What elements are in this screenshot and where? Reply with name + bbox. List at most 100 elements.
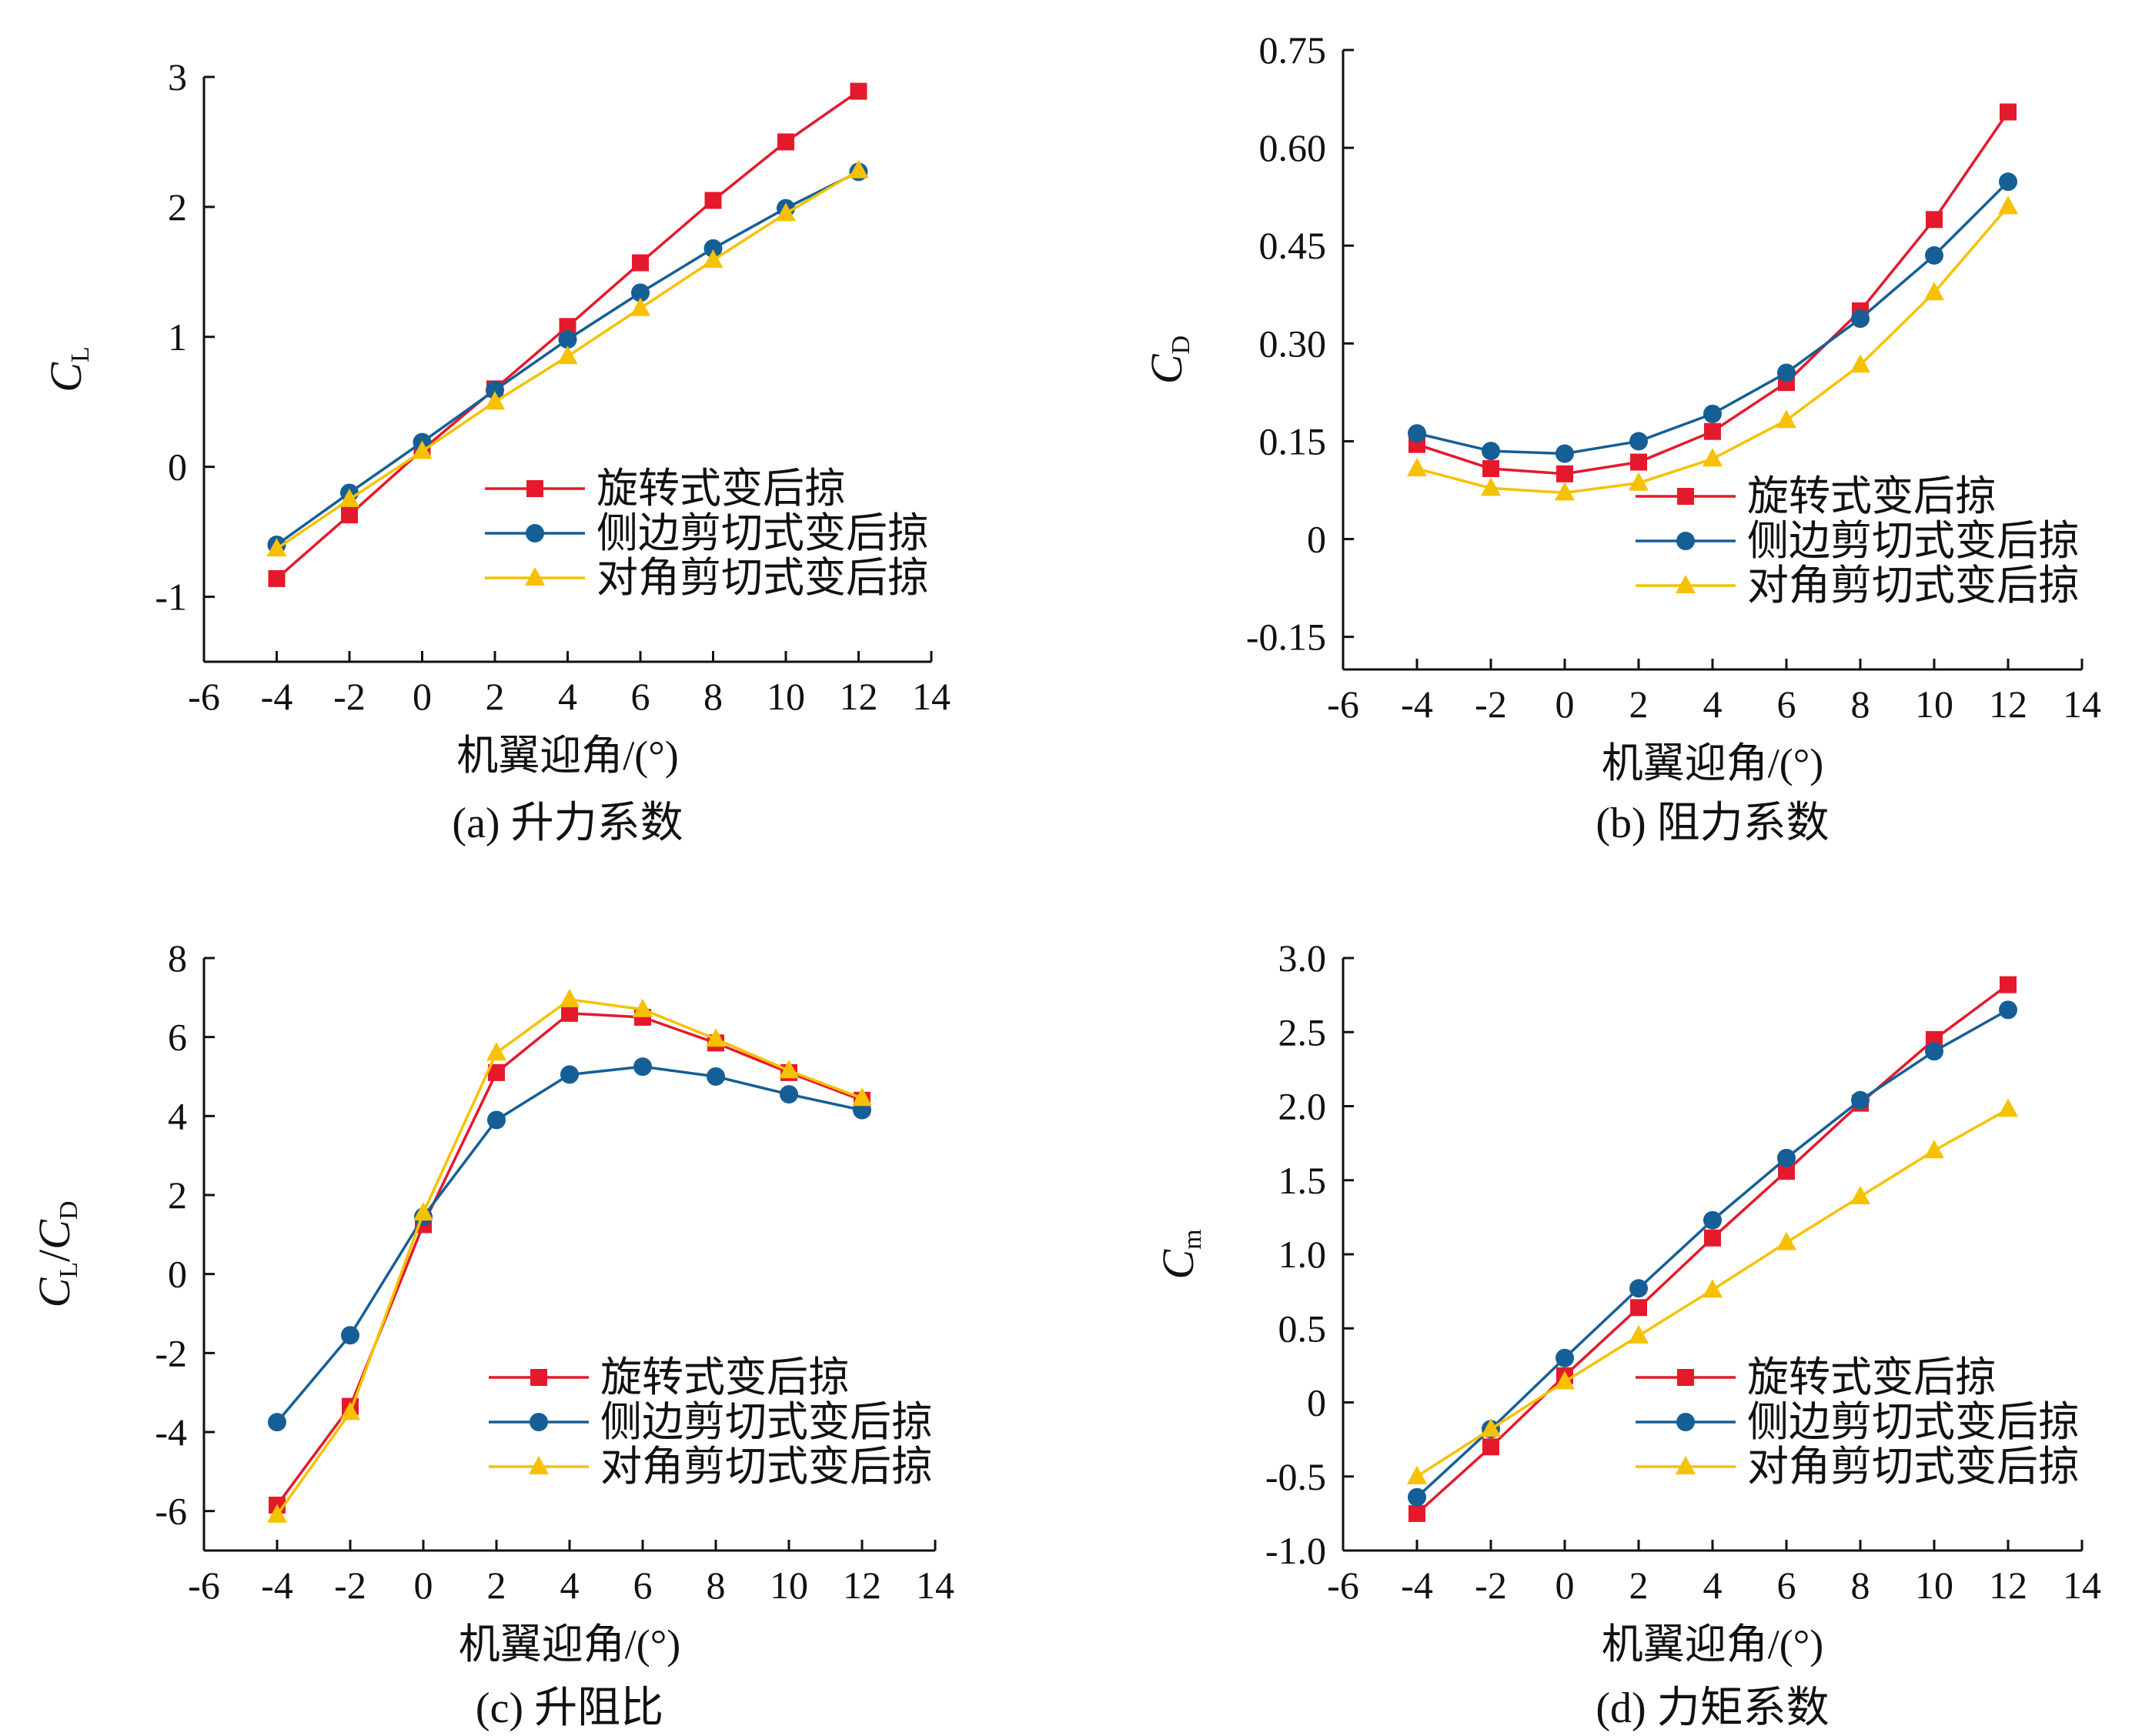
data-point-series-2 <box>1925 1042 1943 1061</box>
y-tick-label: 0 <box>168 446 187 489</box>
data-point-series-2 <box>1777 363 1796 382</box>
x-tick-label: 0 <box>1556 1564 1575 1607</box>
data-point-series-2 <box>780 1085 798 1104</box>
x-tick-label: -2 <box>334 1564 366 1607</box>
y-tick-label: 4 <box>168 1094 187 1137</box>
chart-caption: (c) 升阻比 <box>476 1684 663 1732</box>
legend-marker <box>1676 1413 1695 1431</box>
x-tick-label: 10 <box>767 675 805 718</box>
data-point-series-3 <box>1629 472 1649 491</box>
legend-label: 旋转式变后掠 <box>1747 1354 1997 1400</box>
y-tick-label: -0.15 <box>1246 616 1326 659</box>
data-point-series-3 <box>630 297 650 316</box>
y-tick-label: 0.45 <box>1259 224 1327 267</box>
chart-panel-d: -6 -4 -2 0 2 4 6 8 10 12 14 -1.0 -0.5 0 0.5 1.0 1.5 2.0 2.… <box>1153 936 2101 1732</box>
x-axis-label: 机翼迎角/(°) <box>456 733 679 779</box>
legend-marker <box>530 1413 548 1431</box>
data-point-series-3 <box>1850 354 1870 373</box>
legend-marker <box>1676 532 1695 550</box>
y-tick-label: -1 <box>155 576 187 619</box>
data-point-series-2 <box>1999 172 2017 192</box>
data-point-series-2 <box>1482 442 1500 461</box>
data-point-series-1 <box>632 254 649 272</box>
legend-marker <box>1676 1456 1696 1474</box>
x-tick-label: -4 <box>1401 1564 1433 1607</box>
data-point-series-1 <box>1704 1229 1721 1247</box>
legend-label: 对角剪切式变后掠 <box>600 1444 933 1490</box>
data-point-series-1 <box>559 318 576 336</box>
data-point-series-2 <box>487 1110 506 1130</box>
data-point-series-3 <box>1481 1418 1501 1437</box>
data-point-series-2 <box>1408 1487 1426 1507</box>
data-point-series-2 <box>703 239 723 258</box>
y-tick-label: 8 <box>168 936 187 980</box>
data-point-series-1 <box>1408 1504 1425 1522</box>
data-point-series-3 <box>266 538 287 557</box>
x-tick-label: -4 <box>261 1564 293 1607</box>
legend-marker <box>526 480 543 497</box>
x-tick-label: 8 <box>1851 683 1870 726</box>
data-point-series-3 <box>339 488 359 507</box>
data-point-series-1 <box>1926 211 1943 229</box>
data-point-series-1 <box>1778 1163 1795 1180</box>
data-point-series-2 <box>1851 309 1870 329</box>
x-tick-label: 10 <box>1915 683 1953 726</box>
x-tick-label: 0 <box>414 1564 433 1607</box>
data-point-series-3 <box>340 1401 360 1421</box>
y-tick-label: -0.5 <box>1265 1455 1326 1498</box>
x-tick-label: 12 <box>840 675 878 718</box>
legend-label: 对角剪切式变后掠 <box>596 555 929 601</box>
data-point-series-3 <box>633 998 653 1017</box>
legend-label: 侧边剪切式变后掠 <box>596 510 929 556</box>
x-tick-label: -2 <box>333 675 366 718</box>
x-tick-label: 10 <box>770 1564 808 1607</box>
chart-panel-c: -6 -4 -2 0 2 4 6 8 10 12 14 -6 -4 -2 0 2 4 6 8 机翼迎角/(°) CL/C… <box>29 936 954 1732</box>
y-tick-label: 1.5 <box>1278 1159 1327 1202</box>
data-point-series-2 <box>486 381 504 400</box>
x-tick-label: -4 <box>1401 683 1433 726</box>
y-tick-label: 0.30 <box>1259 322 1327 365</box>
data-point-series-3 <box>1703 1279 1723 1298</box>
x-tick-label: -6 <box>1327 1564 1359 1607</box>
data-point-series-3 <box>560 988 580 1007</box>
data-point-series-2 <box>1925 245 1943 265</box>
x-tick-label: 6 <box>1777 683 1796 726</box>
x-tick-label: 6 <box>633 1564 653 1607</box>
x-tick-label: -2 <box>1475 1564 1507 1607</box>
data-point-series-1 <box>1482 460 1499 478</box>
data-point-series-2 <box>707 1067 725 1086</box>
x-axis-label: 机翼迎角/(°) <box>459 1621 681 1668</box>
x-tick-label: 12 <box>1989 683 2027 726</box>
data-point-series-3 <box>1407 1465 1427 1484</box>
y-tick-label: 3.0 <box>1278 936 1327 980</box>
chart-caption: (a) 升力系数 <box>452 800 683 847</box>
legend-label: 旋转式变后掠 <box>1747 473 1997 519</box>
y-tick-label: 1.0 <box>1278 1233 1327 1276</box>
y-tick-label: 0.15 <box>1259 419 1327 462</box>
data-point-series-3 <box>412 440 433 459</box>
data-point-series-1 <box>850 82 867 100</box>
x-tick-label: 6 <box>1777 1564 1796 1607</box>
x-tick-label: 4 <box>560 1564 580 1607</box>
y-axis-label: CL <box>41 346 95 392</box>
data-point-series-3 <box>1555 1370 1575 1390</box>
data-point-series-3 <box>776 202 796 222</box>
data-point-series-3 <box>557 346 578 365</box>
data-point-series-1 <box>1630 1299 1647 1317</box>
y-tick-label: -1.0 <box>1265 1529 1326 1572</box>
x-tick-label: -2 <box>1475 683 1507 726</box>
y-tick-label: 2 <box>168 185 187 229</box>
x-tick-label: 10 <box>1915 1564 1953 1607</box>
data-point-series-1 <box>1482 1438 1499 1456</box>
chart-caption: (d) 力矩系数 <box>1596 1684 1829 1732</box>
x-tick-label: 12 <box>1989 1564 2027 1607</box>
data-point-series-1 <box>2000 103 2017 121</box>
y-tick-label: 0.5 <box>1278 1307 1327 1350</box>
chart-panel-b: -6 -4 -2 0 2 4 6 8 10 12 14 -0.15 0 0.15 0.30 0.45 0.60 0… <box>1141 28 2101 847</box>
legend-label: 对角剪切式变后掠 <box>1747 563 2080 609</box>
x-tick-label: 4 <box>1703 683 1723 726</box>
x-tick-label: 0 <box>413 675 432 718</box>
legend-label: 侧边剪切式变后掠 <box>600 1399 933 1445</box>
data-point-series-1 <box>777 133 794 151</box>
